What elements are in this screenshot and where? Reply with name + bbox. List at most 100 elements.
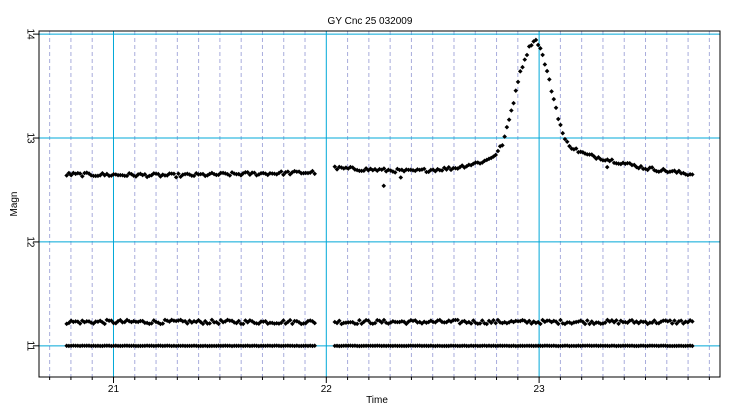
data-point-series-2 xyxy=(368,320,373,326)
data-point-series-2 xyxy=(473,320,478,326)
data-point-series-3 xyxy=(435,166,440,172)
data-point-series-3 xyxy=(345,166,351,171)
data-point-series-2 xyxy=(164,318,170,323)
data-point-series-1 xyxy=(272,343,277,349)
data-point-series-3 xyxy=(171,171,177,177)
data-point-series-2 xyxy=(652,318,657,323)
data-point-series-2 xyxy=(234,320,239,326)
data-point-series-1 xyxy=(477,343,483,349)
data-point-series-3 xyxy=(616,161,621,166)
data-point-series-2 xyxy=(332,319,338,325)
data-point-series-2 xyxy=(497,320,503,325)
data-point-series-2 xyxy=(399,319,405,324)
data-point-series-2 xyxy=(392,319,398,325)
data-point-series-3 xyxy=(129,171,134,177)
data-point-series-3 xyxy=(448,167,454,173)
data-point-series-1 xyxy=(167,343,172,349)
data-point-series-1 xyxy=(591,343,597,349)
data-point-series-1 xyxy=(359,343,364,349)
data-point-series-3 xyxy=(243,170,248,175)
data-point-series-2 xyxy=(582,321,588,327)
data-point-series-3 xyxy=(656,169,662,175)
data-point-series-2 xyxy=(238,321,244,327)
data-point-series-3 xyxy=(196,172,201,177)
data-point-series-3 xyxy=(676,168,682,174)
data-point-series-3 xyxy=(466,162,472,168)
data-point-series-1 xyxy=(457,343,463,349)
data-point-series-3 xyxy=(495,148,501,154)
data-point-series-1 xyxy=(625,343,630,348)
data-point-series-2 xyxy=(602,320,608,325)
data-point-series-2 xyxy=(149,321,154,326)
data-point-series-2 xyxy=(513,318,519,324)
data-point-series-2 xyxy=(535,319,541,325)
data-point-series-1 xyxy=(144,343,150,348)
data-point-series-3 xyxy=(240,170,246,176)
data-point-series-3 xyxy=(437,167,443,173)
data-point-series-2 xyxy=(383,320,389,326)
data-point-series-1 xyxy=(240,343,246,349)
data-point-series-1 xyxy=(585,343,590,348)
data-point-series-3 xyxy=(359,168,364,174)
data-point-series-3 xyxy=(647,165,653,170)
data-point-series-2 xyxy=(109,318,114,323)
data-point-series-2 xyxy=(220,319,226,325)
data-point-series-1 xyxy=(345,343,351,349)
data-point-series-1 xyxy=(129,343,134,349)
x-tick-labels: 21 22 23 xyxy=(108,384,545,395)
data-point-series-2 xyxy=(616,321,621,327)
data-point-series-2 xyxy=(665,319,671,324)
data-point-series-3 xyxy=(509,108,514,113)
data-point-series-1 xyxy=(303,343,309,349)
data-point-series-3 xyxy=(553,105,559,111)
data-point-series-2 xyxy=(354,321,360,327)
data-point-series-1 xyxy=(560,343,566,349)
data-point-series-3 xyxy=(540,52,545,58)
data-point-series-3 xyxy=(533,37,539,43)
data-point-series-1 xyxy=(202,343,208,349)
data-point-series-3 xyxy=(506,117,512,123)
data-point-series-1 xyxy=(173,343,179,349)
data-point-series-2 xyxy=(444,319,449,325)
data-point-series-2 xyxy=(274,320,280,326)
data-point-series-2 xyxy=(372,320,378,326)
data-point-series-3 xyxy=(357,168,362,174)
data-point-series-1 xyxy=(401,343,407,349)
data-point-series-2 xyxy=(359,321,364,326)
data-point-series-3 xyxy=(421,166,427,172)
data-point-series-1 xyxy=(193,343,199,349)
data-point-series-3 xyxy=(231,171,237,176)
data-point-series-3 xyxy=(252,170,257,176)
data-point-series-3 xyxy=(64,173,69,178)
data-point-series-3 xyxy=(142,172,148,177)
data-point-series-3 xyxy=(475,160,481,165)
data-point-series-3 xyxy=(281,172,286,178)
data-point-series-2 xyxy=(538,321,543,327)
data-point-series-3 xyxy=(457,164,463,170)
data-point-series-3 xyxy=(439,168,445,173)
data-point-series-1 xyxy=(142,343,148,349)
data-point-series-1 xyxy=(68,343,74,349)
data-point-series-3 xyxy=(366,168,371,173)
data-point-series-2 xyxy=(158,321,163,327)
data-point-series-2 xyxy=(569,321,574,326)
data-point-series-3 xyxy=(433,168,438,174)
data-point-series-3 xyxy=(245,169,250,175)
data-point-series-3 xyxy=(424,169,429,175)
data-point-series-2 xyxy=(167,319,172,324)
data-point-series-3 xyxy=(573,146,579,151)
data-point-series-1 xyxy=(656,343,662,349)
data-point-series-1 xyxy=(100,343,105,349)
data-point-series-1 xyxy=(274,343,280,348)
y-tick-label: 14 xyxy=(24,29,35,41)
data-point-series-1 xyxy=(435,343,440,349)
data-point-series-1 xyxy=(77,343,83,349)
data-point-series-1 xyxy=(352,343,358,348)
data-point-series-2 xyxy=(126,318,132,324)
data-point-series-3 xyxy=(274,171,280,177)
data-point-series-3 xyxy=(386,167,391,173)
data-point-series-3 xyxy=(477,161,483,166)
data-point-series-3 xyxy=(649,165,655,170)
data-point-series-1 xyxy=(305,343,311,349)
data-point-series-3 xyxy=(625,160,630,166)
